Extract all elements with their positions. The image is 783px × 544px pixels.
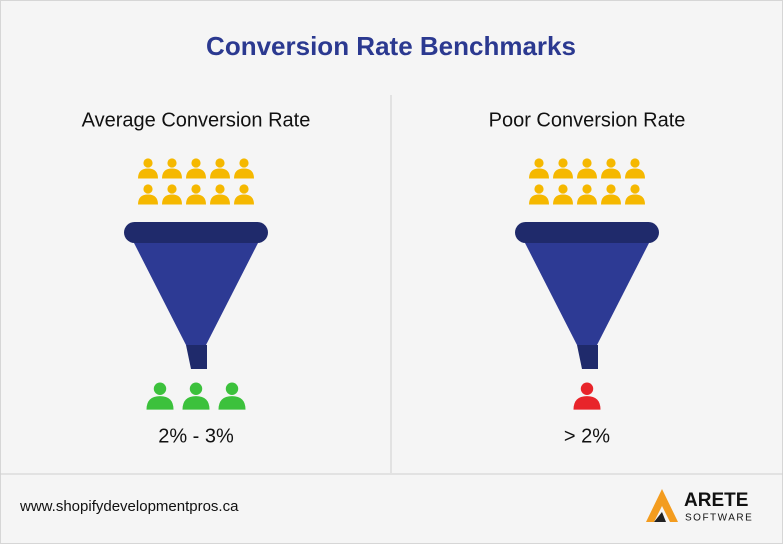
person-head: [630, 158, 640, 168]
person-head: [167, 158, 177, 168]
person-head: [534, 158, 544, 168]
person-head: [606, 184, 616, 194]
person-body: [210, 194, 230, 205]
person-head: [191, 184, 201, 194]
person-head: [153, 382, 167, 395]
person-body: [234, 194, 254, 205]
person-body: [162, 168, 182, 179]
person-head: [580, 382, 594, 395]
person-icon: [553, 158, 573, 179]
person-body: [573, 396, 601, 410]
person-head: [225, 382, 239, 395]
funnel-rim: [515, 222, 659, 243]
person-body: [186, 194, 206, 205]
person-body: [138, 168, 158, 179]
person-body: [218, 396, 246, 410]
person-icon: [146, 382, 174, 410]
person-icon: [138, 184, 158, 205]
person-head: [606, 158, 616, 168]
person-icon: [218, 382, 246, 410]
person-head: [534, 184, 544, 194]
person-body: [146, 396, 174, 410]
logo-mark: [646, 489, 678, 522]
person-icon: [577, 158, 597, 179]
funnel-cone: [134, 243, 258, 345]
person-body: [625, 194, 645, 205]
person-icon: [162, 158, 182, 179]
person-icon: [138, 158, 158, 179]
person-icon: [601, 184, 621, 205]
person-icon: [573, 382, 601, 410]
person-icon: [210, 158, 230, 179]
logo: ARETE SOFTWARE: [646, 489, 753, 524]
panel-label: Poor Conversion Rate: [489, 109, 686, 131]
person-head: [558, 184, 568, 194]
person-body: [234, 168, 254, 179]
person-head: [143, 184, 153, 194]
person-body: [138, 194, 158, 205]
panel-label: Average Conversion Rate: [82, 109, 311, 131]
person-icon: [186, 184, 206, 205]
person-icon: [625, 158, 645, 179]
person-head: [582, 158, 592, 168]
person-head: [191, 158, 201, 168]
person-head: [558, 158, 568, 168]
person-head: [630, 184, 640, 194]
person-icon: [577, 184, 597, 205]
person-head: [582, 184, 592, 194]
person-head: [239, 158, 249, 168]
funnel-rim: [124, 222, 268, 243]
person-body: [577, 168, 597, 179]
funnel-spout: [577, 345, 598, 369]
person-body: [186, 168, 206, 179]
person-icon: [553, 184, 573, 205]
person-head: [143, 158, 153, 168]
person-head: [239, 184, 249, 194]
footer-url: www.shopifydevelopmentpros.ca: [19, 498, 239, 515]
person-icon: [625, 184, 645, 205]
person-head: [215, 158, 225, 168]
person-body: [182, 396, 210, 410]
person-body: [529, 168, 549, 179]
title: Conversion Rate Benchmarks: [206, 31, 576, 61]
funnel-cone: [525, 243, 649, 345]
person-body: [625, 168, 645, 179]
person-icon: [162, 184, 182, 205]
person-body: [210, 168, 230, 179]
panel-rate: 2% - 3%: [158, 425, 234, 447]
person-body: [577, 194, 597, 205]
person-icon: [234, 184, 254, 205]
panels: Average Conversion Rate 2% - 3% Poor Conve…: [82, 109, 686, 447]
person-icon: [234, 158, 254, 179]
person-body: [529, 194, 549, 205]
person-head: [189, 382, 203, 395]
person-icon: [186, 158, 206, 179]
person-body: [162, 194, 182, 205]
person-icon: [601, 158, 621, 179]
person-body: [601, 194, 621, 205]
person-body: [553, 194, 573, 205]
logo-tagline: SOFTWARE: [685, 513, 753, 524]
person-icon: [529, 158, 549, 179]
person-head: [215, 184, 225, 194]
person-icon: [529, 184, 549, 205]
person-icon: [210, 184, 230, 205]
logo-name: ARETE: [684, 490, 748, 511]
person-head: [167, 184, 177, 194]
logo-mark-inner: [654, 512, 666, 522]
panel-rate: > 2%: [564, 425, 610, 447]
person-body: [601, 168, 621, 179]
person-body: [553, 168, 573, 179]
person-icon: [182, 382, 210, 410]
funnel-spout: [186, 345, 207, 369]
